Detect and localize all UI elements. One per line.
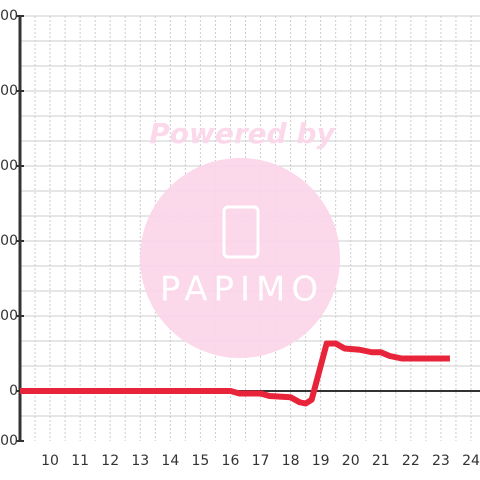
line-series [20,340,450,407]
x-tick-label: 10 [41,453,59,469]
y-tick-label: 90,000 [0,158,18,174]
x-tick-label: 23 [432,453,450,469]
x-tick-label: 17 [252,453,270,469]
y-tick-label: 30,000 [0,308,18,324]
x-tick-label: 16 [222,453,240,469]
x-tick-label: 20 [342,453,360,469]
y-tick-label: 0 [9,383,18,399]
x-tick-label: 22 [402,453,420,469]
y-tick-label: -20,000 [0,433,18,449]
x-tick-label: 19 [312,453,330,469]
x-tick-label: 11 [71,453,89,469]
y-tick-label: 150,000 [0,8,18,24]
x-tick-label: 24 [462,453,480,469]
x-tick-label: 18 [282,453,300,469]
x-tick-label: 13 [131,453,149,469]
y-tick-label: 60,000 [0,233,18,249]
y-tick-label: 120,000 [0,83,18,99]
watermark-logo: PAPIMO [160,270,324,310]
watermark-text: Powered by [149,117,336,150]
x-tick-label: 12 [101,453,119,469]
watermark-phone [222,205,260,259]
x-tick-label: 14 [161,453,179,469]
x-tick-label: 15 [191,453,209,469]
watermark: Powered by PAPIMO [140,117,340,358]
x-tick-label: 21 [372,453,390,469]
